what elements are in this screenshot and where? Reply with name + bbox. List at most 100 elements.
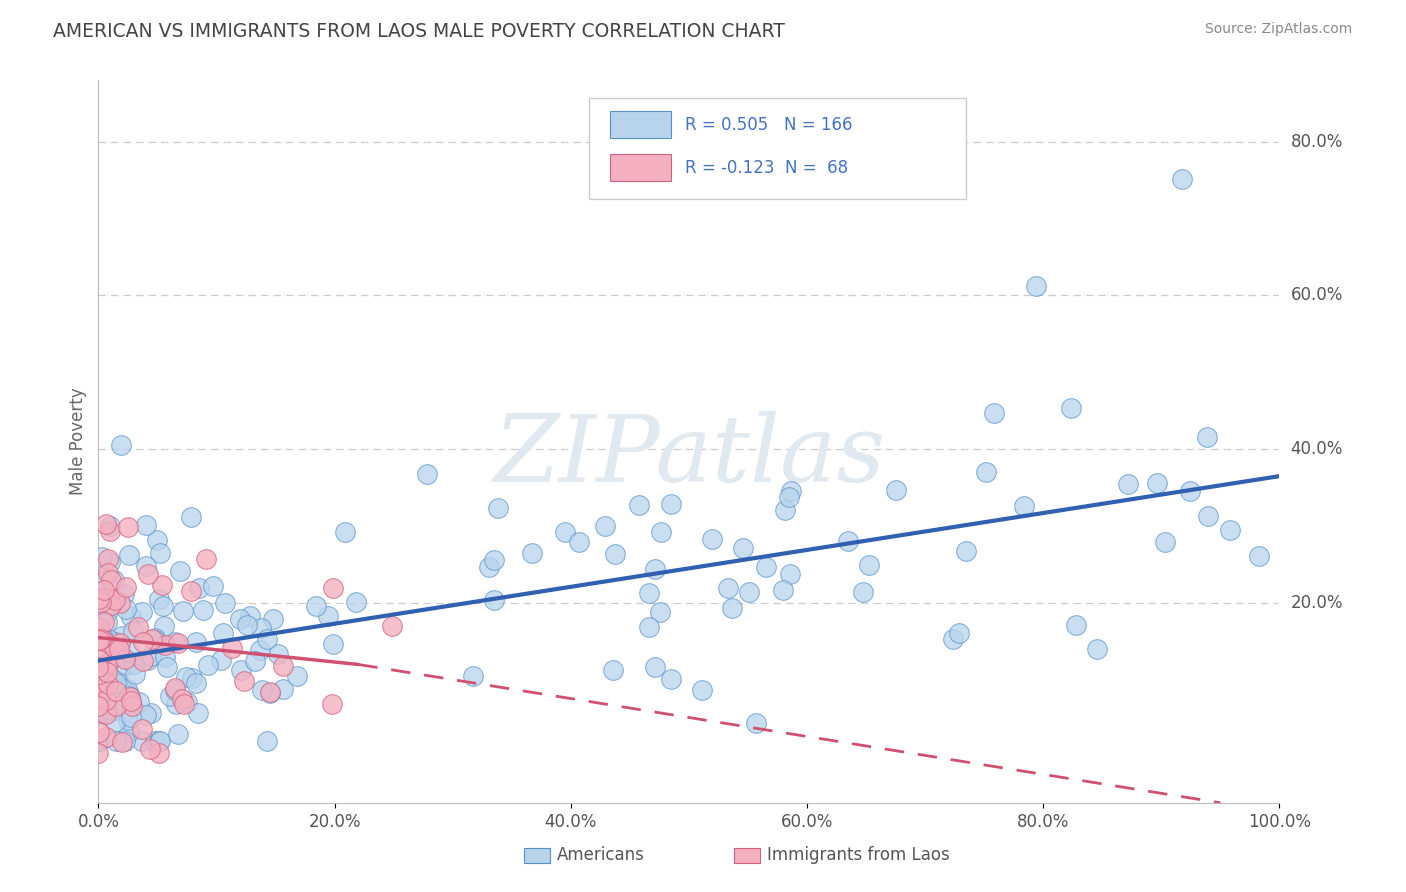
Point <box>738 585 761 599</box>
Point <box>1059 401 1081 415</box>
Point <box>124 657 146 671</box>
Point <box>184 675 207 690</box>
Point <box>149 734 172 748</box>
Point <box>884 483 907 497</box>
Point <box>104 635 127 649</box>
Point <box>285 669 308 683</box>
Point <box>114 651 136 665</box>
Point <box>755 559 778 574</box>
Point <box>97 552 120 566</box>
Point <box>209 653 232 667</box>
Point <box>139 648 162 663</box>
Point <box>87 734 110 748</box>
Point <box>87 591 110 606</box>
Point <box>112 587 135 601</box>
Point <box>1146 475 1168 490</box>
Point <box>172 691 194 706</box>
Point <box>250 621 273 635</box>
Point <box>118 687 141 701</box>
Point <box>1014 499 1036 513</box>
Point <box>256 632 278 647</box>
Point <box>96 657 118 672</box>
Point <box>717 581 740 595</box>
Point <box>135 708 157 723</box>
Point <box>180 583 202 598</box>
Text: Source: ZipAtlas.com: Source: ZipAtlas.com <box>1205 22 1353 37</box>
Point <box>181 671 204 685</box>
Point <box>91 584 114 599</box>
Point <box>90 632 112 646</box>
Point <box>115 602 138 616</box>
Point <box>165 683 187 698</box>
Point <box>316 608 339 623</box>
Point <box>93 583 115 598</box>
Point <box>96 615 118 629</box>
Point <box>139 742 162 756</box>
Point <box>197 657 219 672</box>
Point <box>131 653 153 667</box>
Point <box>94 517 117 532</box>
Point <box>745 716 768 731</box>
Point <box>96 730 118 744</box>
Point <box>212 625 235 640</box>
Point <box>271 659 294 673</box>
Point <box>346 595 368 609</box>
Point <box>167 635 190 649</box>
Point <box>731 541 754 556</box>
Point <box>150 577 173 591</box>
Point <box>103 637 125 651</box>
Point <box>94 574 117 588</box>
Point <box>159 689 181 703</box>
Point <box>121 698 143 713</box>
Point <box>120 609 142 624</box>
Point <box>259 684 281 698</box>
Point <box>90 615 112 629</box>
Point <box>153 619 176 633</box>
Text: AMERICAN VS IMMIGRANTS FROM LAOS MALE POVERTY CORRELATION CHART: AMERICAN VS IMMIGRANTS FROM LAOS MALE PO… <box>53 22 786 41</box>
Point <box>89 734 111 748</box>
Point <box>772 582 794 597</box>
Point <box>97 591 120 605</box>
Point <box>167 726 190 740</box>
Point <box>955 544 977 558</box>
Point <box>1171 172 1194 186</box>
Point <box>118 645 141 659</box>
Point <box>111 629 134 643</box>
Text: ZIPatlas: ZIPatlas <box>494 411 884 501</box>
Point <box>1218 523 1240 537</box>
Text: R = -0.123  N =  68: R = -0.123 N = 68 <box>685 160 849 178</box>
Point <box>250 682 273 697</box>
Point <box>104 592 127 607</box>
Point <box>89 653 111 667</box>
Point <box>627 498 650 512</box>
Point <box>779 566 801 581</box>
Point <box>108 596 131 610</box>
Point <box>659 497 682 511</box>
Point <box>778 490 800 504</box>
Bar <box>610 111 671 138</box>
Point <box>983 406 1005 420</box>
Point <box>249 642 271 657</box>
Point <box>98 524 121 538</box>
Point <box>148 746 170 760</box>
Point <box>96 689 118 703</box>
Point <box>174 670 197 684</box>
Point <box>333 524 356 539</box>
Point <box>948 626 970 640</box>
Point <box>321 581 343 595</box>
Point <box>184 635 207 649</box>
Point <box>114 734 136 748</box>
Point <box>97 632 120 646</box>
Point <box>93 633 115 648</box>
Point <box>127 620 149 634</box>
Point <box>267 647 290 661</box>
Point <box>773 502 796 516</box>
Point <box>111 734 134 748</box>
Point <box>638 585 661 599</box>
Text: 80.0%: 80.0% <box>1291 133 1343 151</box>
Point <box>89 687 111 701</box>
Point <box>120 690 142 705</box>
Point <box>1180 483 1202 498</box>
Point <box>644 561 666 575</box>
Point <box>90 595 112 609</box>
